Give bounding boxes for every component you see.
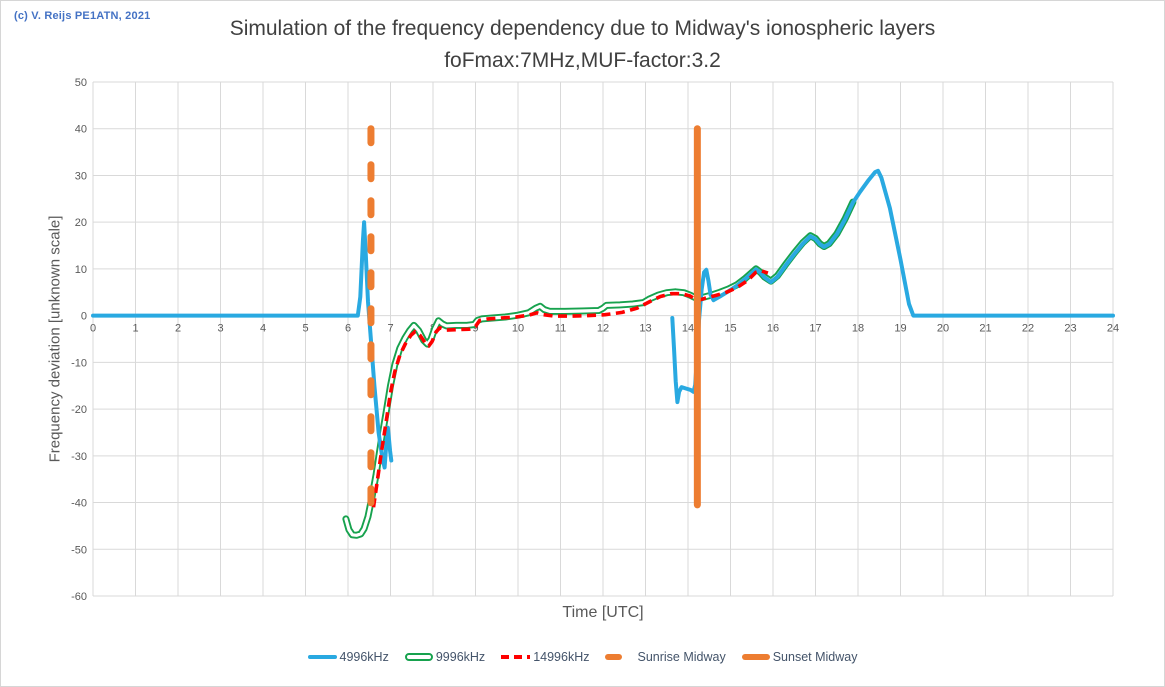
x-tick-label: 18 [852,323,864,335]
y-tick-label: 40 [75,124,87,136]
y-tick-label: -10 [71,357,87,369]
x-tick-label: 0 [90,323,96,335]
chart-title-line2: foFmax:7MHz,MUF-factor:3.2 [444,49,721,72]
x-tick-label: 24 [1107,323,1119,335]
legend-item-sunset-midway: Sunset Midway [741,650,858,664]
y-tick-label: -40 [71,498,87,510]
x-tick-label: 19 [894,323,906,335]
chart-legend: 4996kHz 9996kHz 14996kHz Sunrise Midway … [0,650,1165,664]
legend-item-sunrise-midway: Sunrise Midway [605,650,726,664]
legend-label-sunset-midway: Sunset Midway [772,650,858,664]
legend-label-sunrise-midway: Sunrise Midway [637,650,726,664]
legend-label-14996khz: 14996kHz [533,650,590,664]
x-tick-label: 16 [767,323,779,335]
y-tick-label: 0 [81,311,87,323]
legend-label-4996khz: 4996kHz [339,650,389,664]
x-tick-label: 12 [597,323,609,335]
x-tick-label: 20 [937,323,949,335]
legend-item-9996khz: 9996kHz [404,650,486,664]
x-tick-label: 9 [472,323,478,335]
y-tick-label: -50 [71,544,87,556]
x-tick-label: 7 [387,323,393,335]
x-tick-label: 3 [217,323,223,335]
legend-marker-sunset-line-icon [741,654,770,660]
y-tick-label: -60 [71,591,87,603]
x-tick-label: 11 [555,323,566,335]
y-tick-label: -30 [71,451,87,463]
chart-title-line1: Simulation of the frequency dependency d… [229,17,936,40]
legend-marker-9996khz-line-icon [404,653,433,661]
x-tick-label: 23 [1064,323,1076,335]
legend-item-14996khz: 14996kHz [501,650,589,664]
x-tick-label: 14 [682,323,694,335]
y-tick-label: 10 [75,264,87,276]
x-tick-label: 21 [979,323,991,335]
x-tick-label: 2 [175,323,181,335]
copyright-text: (c) V. Reijs PE1ATN, 2021 [14,10,151,22]
x-tick-label: 4 [260,323,266,335]
x-axis-title: Time [UTC] [562,604,644,621]
legend-marker-sunrise-dash-icon [605,654,623,660]
y-axis-title: Frequency deviation [unknown scale] [46,215,64,463]
series-4996khz-path [91,220,394,470]
y-tick-label: 30 [75,170,87,182]
x-tick-label: 5 [302,323,308,335]
series-4996khz-path [670,168,1115,405]
legend-item-4996khz: 4996kHz [307,650,389,664]
x-tick-label: 17 [809,323,821,335]
x-tick-label: 6 [345,323,351,335]
x-tick-label: 1 [132,323,138,335]
legend-marker-4996khz-line-icon [307,655,337,659]
y-tick-label: 20 [75,217,87,229]
legend-label-9996khz: 9996kHz [435,650,486,664]
x-tick-label: 15 [724,323,736,335]
y-tick-label: 50 [75,77,87,89]
chart-title: Simulation of the frequency dependency d… [0,13,1165,76]
series-9996khz-outline [342,198,857,539]
legend-marker-14996khz-dash-icon [501,655,531,659]
series-9996khz-core [344,200,855,537]
x-tick-label: 10 [512,323,524,335]
y-tick-label: -20 [71,404,87,416]
x-tick-label: 13 [639,323,651,335]
x-tick-label: 22 [1022,323,1034,335]
